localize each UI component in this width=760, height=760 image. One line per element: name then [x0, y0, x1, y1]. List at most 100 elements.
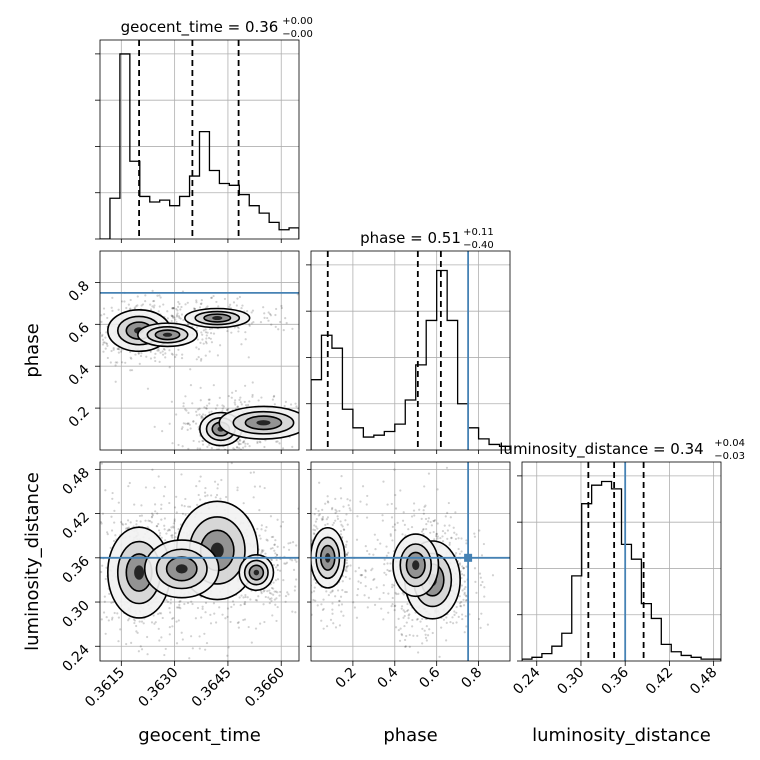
sample-point — [106, 344, 109, 348]
sample-point — [263, 316, 266, 319]
sample-point — [205, 334, 208, 337]
sample-point — [327, 593, 330, 597]
sample-point — [465, 625, 468, 628]
sample-point — [427, 517, 430, 520]
sample-point — [116, 361, 119, 364]
x-tick-label: 0.4 — [375, 664, 402, 691]
sample-point — [239, 439, 242, 442]
sample-point — [239, 401, 242, 404]
sample-point — [478, 572, 482, 575]
sample-point — [162, 495, 166, 498]
sample-point — [260, 549, 264, 552]
sample-point — [134, 353, 137, 356]
sample-point — [442, 618, 446, 621]
sample-point — [166, 310, 169, 313]
sample-point — [233, 401, 236, 404]
x-tick-label: 0.48 — [687, 665, 720, 698]
sample-point — [405, 610, 409, 613]
sample-point — [223, 297, 227, 301]
sample-point — [281, 520, 285, 524]
sample-point — [175, 642, 179, 645]
sample-point — [171, 315, 175, 318]
sample-point — [210, 341, 214, 344]
sample-point — [222, 405, 225, 408]
sample-point — [132, 618, 135, 621]
title-plus: +0.00 — [282, 16, 313, 27]
sample-point — [208, 398, 211, 401]
x-axis-luminosity_distance: 0.24 0.30 0.36 0.42 0.48 luminosity_distance — [510, 661, 720, 746]
sample-point — [86, 313, 88, 315]
sample-point — [205, 407, 208, 410]
sample-point — [312, 532, 316, 535]
sample-point — [230, 605, 233, 609]
sample-point — [97, 573, 99, 575]
sample-point — [164, 485, 167, 488]
sample-point — [342, 505, 345, 508]
sample-point — [136, 295, 139, 298]
sample-point — [410, 515, 414, 518]
sample-point — [320, 619, 323, 622]
sample-point — [336, 515, 339, 518]
sample-point — [318, 430, 320, 432]
sample-point — [407, 528, 410, 531]
sample-point — [266, 590, 269, 593]
sample-point — [250, 311, 253, 314]
sample-point — [247, 403, 250, 407]
sample-point — [127, 619, 130, 622]
sample-point — [204, 354, 207, 357]
title-minus: −0.40 — [463, 240, 494, 251]
sample-point — [133, 619, 136, 622]
sample-point — [144, 300, 147, 303]
sample-point — [135, 519, 138, 522]
sample-point — [133, 503, 136, 506]
sample-point — [455, 533, 458, 536]
sample-point — [294, 611, 297, 614]
sample-point — [204, 328, 207, 331]
sample-point — [161, 430, 164, 433]
sample-point — [172, 525, 175, 528]
sample-point — [197, 348, 200, 351]
sample-point — [198, 480, 201, 483]
sample-point — [216, 487, 219, 490]
sample-point — [220, 478, 223, 482]
sample-point — [295, 544, 298, 547]
sample-point — [256, 527, 259, 530]
sample-point — [313, 586, 316, 589]
sample-point — [237, 440, 240, 444]
sample-point — [347, 504, 350, 507]
sample-point — [103, 595, 106, 598]
sample-point — [225, 408, 229, 411]
sample-point — [215, 493, 219, 497]
sample-point — [441, 535, 444, 538]
sample-point — [331, 608, 334, 611]
sample-point — [244, 442, 247, 445]
sample-point — [473, 567, 477, 570]
sample-point — [276, 568, 279, 572]
sample-point — [181, 445, 184, 448]
sample-point — [421, 617, 424, 621]
sample-point — [313, 513, 316, 516]
sample-point — [393, 523, 397, 526]
sample-point — [268, 312, 272, 316]
sample-point — [239, 442, 242, 446]
hist-panel-luminosity_distance: luminosity_distance = 0.34 +0.04 −0.03 — [499, 438, 745, 662]
sample-point — [252, 321, 255, 324]
sample-point — [196, 606, 200, 610]
sample-point — [184, 422, 187, 425]
sample-point — [316, 527, 319, 530]
sample-point — [349, 564, 352, 567]
sample-point — [166, 317, 169, 320]
sample-point — [318, 513, 321, 516]
density-layer — [311, 466, 495, 658]
sample-point — [465, 542, 468, 545]
sample-point — [274, 313, 277, 317]
hist-step-luminosity_distance — [522, 480, 721, 661]
sample-point — [141, 303, 145, 306]
sample-point — [262, 590, 265, 593]
title-plus: +0.11 — [463, 227, 494, 238]
sample-point — [463, 591, 466, 594]
sample-point — [436, 488, 439, 491]
sample-point — [260, 590, 263, 593]
x-tick-label: 0.42 — [643, 665, 676, 698]
